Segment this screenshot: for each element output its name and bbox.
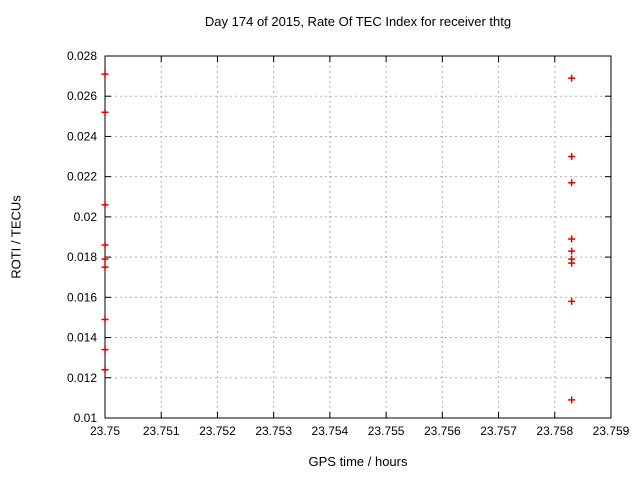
- x-tick-label: 23.757: [480, 424, 517, 438]
- data-point-marker: [101, 70, 109, 78]
- data-point-marker: [568, 247, 576, 255]
- chart-title: Day 174 of 2015, Rate Of TEC Index for r…: [204, 14, 512, 29]
- data-point-marker: [568, 396, 576, 404]
- y-tick-label: 0.01: [74, 411, 98, 425]
- x-tick-label: 23.75: [90, 424, 120, 438]
- data-point-marker: [568, 74, 576, 82]
- data-point-marker: [568, 259, 576, 267]
- data-point-marker: [101, 108, 109, 116]
- y-tick-label: 0.024: [67, 129, 97, 143]
- y-tick-label: 0.028: [67, 49, 97, 63]
- x-tick-label: 23.752: [199, 424, 236, 438]
- data-point-marker: [568, 297, 576, 305]
- y-tick-label: 0.018: [67, 250, 97, 264]
- x-tick-label: 23.751: [143, 424, 180, 438]
- y-tick-label: 0.012: [67, 371, 97, 385]
- data-point-marker: [101, 315, 109, 323]
- plot-border: [104, 55, 612, 419]
- x-tick-label: 23.753: [255, 424, 292, 438]
- x-tick-label: 23.758: [536, 424, 573, 438]
- y-tick-label: 0.014: [67, 331, 97, 345]
- data-point-marker: [101, 366, 109, 374]
- x-tick-label: 23.754: [312, 424, 349, 438]
- data-point-marker: [101, 346, 109, 354]
- y-tick-label: 0.022: [67, 170, 97, 184]
- x-tick-label: 23.759: [593, 424, 630, 438]
- x-tick-label: 23.756: [424, 424, 461, 438]
- x-tick-label: 23.755: [368, 424, 405, 438]
- y-tick-label: 0.016: [67, 290, 97, 304]
- data-point-marker: [568, 235, 576, 243]
- y-tick-label: 0.026: [67, 89, 97, 103]
- data-point-marker: [568, 153, 576, 161]
- data-point-marker: [568, 179, 576, 187]
- x-axis-label: GPS time / hours: [308, 454, 408, 469]
- data-point-marker: [101, 201, 109, 209]
- data-point-marker: [101, 263, 109, 271]
- y-tick-label: 0.02: [74, 210, 98, 224]
- data-point-marker: [101, 255, 109, 263]
- data-point-marker: [101, 241, 109, 249]
